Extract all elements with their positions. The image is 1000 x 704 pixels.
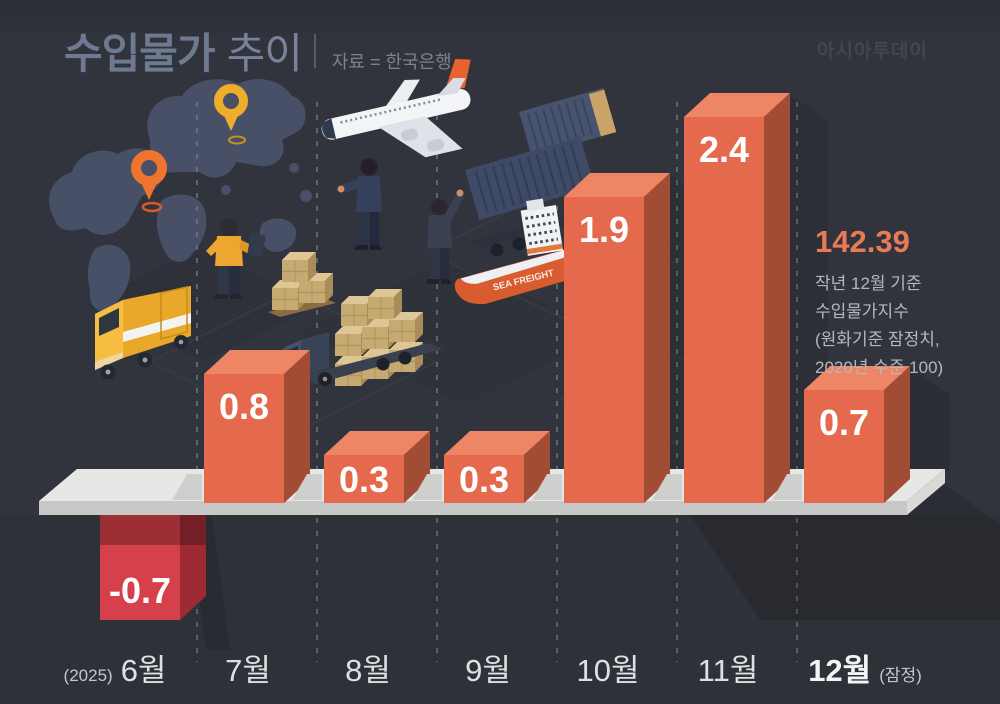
bar-value-label: 0.3 xyxy=(339,459,389,500)
bar-value-label: 0.7 xyxy=(819,402,869,443)
bar-10월: 1.9 xyxy=(532,173,670,503)
axis-label-7월: 7월 xyxy=(225,645,271,690)
location-pin-orange-icon xyxy=(131,150,167,213)
axis-label-9월: 9월 xyxy=(465,645,511,690)
data-source: 자료 = 한국은행 xyxy=(331,52,452,72)
axis-month-text: 7월 xyxy=(225,653,271,688)
bar-11월: 2.4 xyxy=(652,93,790,503)
pallet-boxes xyxy=(268,251,336,317)
axis-label-10월: 10월 xyxy=(576,645,639,690)
axis-month-text: 9월 xyxy=(465,653,511,688)
header: 수입물가 추이 자료 = 한국은행 xyxy=(64,20,452,81)
delivery-truck xyxy=(95,286,191,380)
annotation-line: (원화기준 잠정치, xyxy=(815,330,940,349)
annotation-value: 142.39 xyxy=(815,224,910,259)
bar-6월: -0.7 xyxy=(100,515,206,620)
axis-month-text: 6월 xyxy=(120,653,167,688)
bar-7월: 0.8 xyxy=(172,350,310,503)
axis-label-6월: (2025) 6월 xyxy=(64,645,167,690)
axis-month-text: 8월 xyxy=(345,653,391,688)
axis-label-11월: 11월 xyxy=(698,645,759,690)
annotation-line: 작년 12월 기준 xyxy=(815,274,922,293)
axis-label-12월: 12월 (잠정) xyxy=(808,645,922,690)
page-title-strong: 수입물가 xyxy=(64,30,216,77)
bar-value-label: 2.4 xyxy=(699,129,749,170)
watermark-logo: 아시아투데이 xyxy=(817,41,928,62)
axis-label-8월: 8월 xyxy=(345,645,391,690)
world-map xyxy=(49,79,312,311)
page-title-light: 추이 xyxy=(226,30,303,77)
axis-month-text: 10월 xyxy=(576,653,640,688)
axis-month-text: 11월 xyxy=(697,653,759,688)
bar-value-label: 1.9 xyxy=(579,209,629,250)
person-in-suit xyxy=(337,158,382,250)
bars: 0.8 0.3 0.3 1.9 2.4 0.7 xyxy=(172,93,910,503)
person-with-tablet xyxy=(206,218,266,299)
axis-year-prefix: (2025) xyxy=(63,666,113,685)
x-axis: (2025) 6월 7월 8월 9월 10월 11월 12월 (잠정) xyxy=(0,645,1000,697)
negative-bars: -0.7 xyxy=(100,515,206,620)
axis-provisional-suffix: (잠정) xyxy=(879,666,922,685)
bar-12월: 0.7 xyxy=(772,366,910,503)
axis-month-text: 12월 xyxy=(808,653,872,688)
bar-9월: 0.3 xyxy=(412,431,550,503)
annotation-line: 2020년 수준 100) xyxy=(815,358,944,377)
person-waving xyxy=(425,189,464,284)
bar-value-label: 0.3 xyxy=(459,459,509,500)
annotation-line: 수입물가지수 xyxy=(815,302,909,321)
annotation: 142.39 작년 12월 기준 수입물가지수 (원화기준 잠정치, 2020년… xyxy=(815,224,995,382)
location-pin-yellow-icon xyxy=(214,84,248,145)
bar-value-label: 0.8 xyxy=(219,386,269,427)
bar-value-label: -0.7 xyxy=(109,570,171,611)
bar-8월: 0.3 xyxy=(292,431,430,503)
cargo-ship: SEA FREIGHT xyxy=(454,198,599,305)
title-divider xyxy=(313,33,316,68)
airplane-icon xyxy=(321,59,471,158)
